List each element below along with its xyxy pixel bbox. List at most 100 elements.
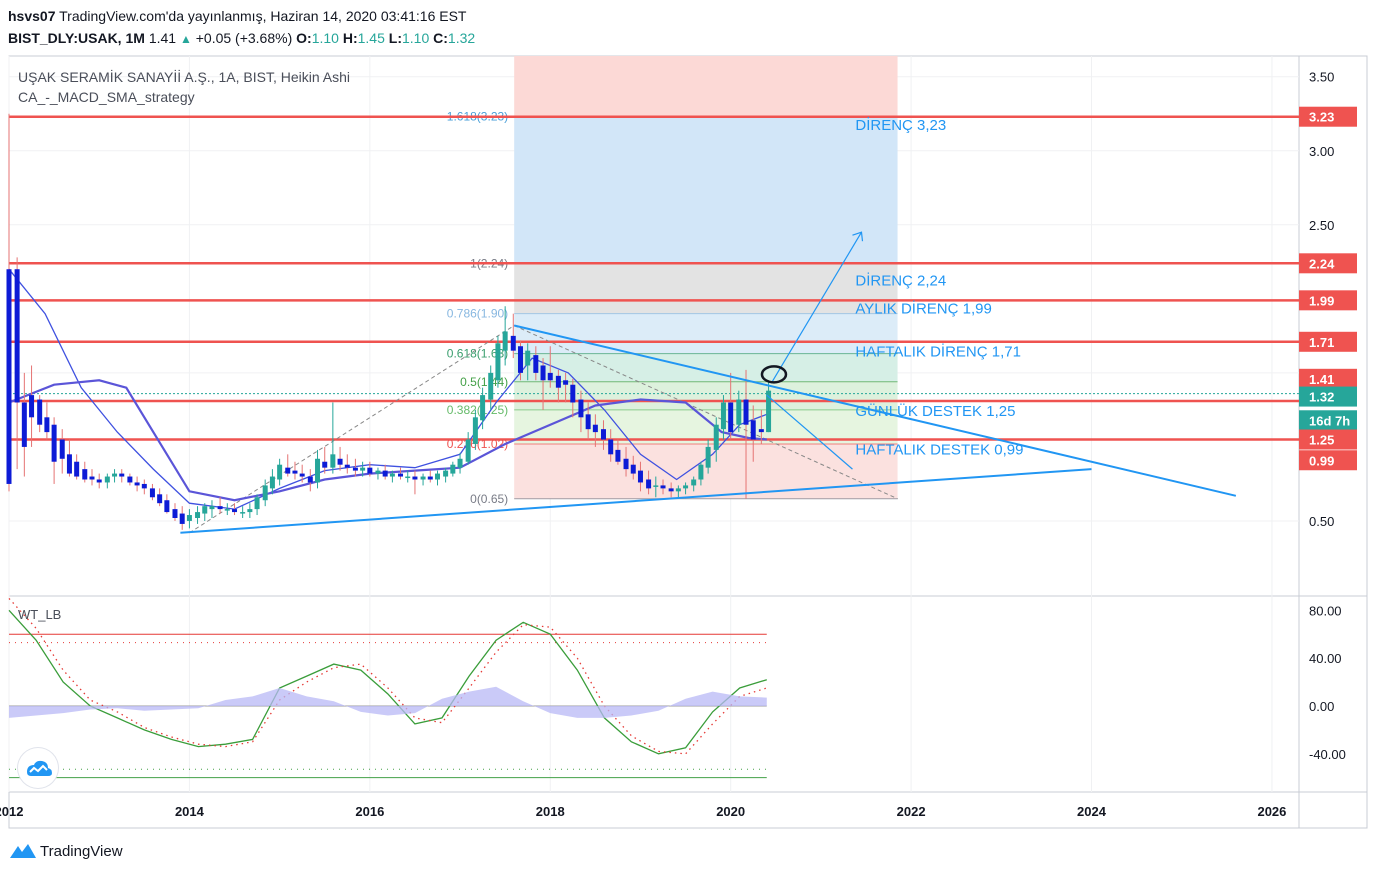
price-label-badge xyxy=(1299,429,1357,450)
price-label-text: 2.24 xyxy=(1309,256,1335,271)
candle-body xyxy=(247,509,253,513)
candle-body xyxy=(51,424,57,462)
candle-body xyxy=(254,497,260,510)
candle-body xyxy=(472,417,478,444)
trendline xyxy=(513,324,1237,497)
candle-body xyxy=(104,476,110,483)
time-tick-label: 2016 xyxy=(355,804,384,819)
price-change: +0.05 (+3.68%) xyxy=(195,30,293,46)
candle-body xyxy=(164,500,170,513)
publisher-name[interactable]: hsvs07 xyxy=(8,8,56,24)
candle-body xyxy=(21,402,27,447)
price-label-text: 1.25 xyxy=(1309,433,1334,448)
publish-text: TradingView.com'da yayınlanmış, Haziran … xyxy=(59,8,467,24)
tradingview-badge[interactable] xyxy=(18,748,58,788)
candle-body xyxy=(186,515,192,521)
tradingview-logo[interactable]: TradingView xyxy=(8,842,123,860)
candle-body xyxy=(382,470,388,477)
fib-level-label: 0.618(1.63) xyxy=(447,347,508,361)
candle-body xyxy=(217,506,223,510)
publish-info: hsvs07 TradingView.com'da yayınlanmış, H… xyxy=(8,8,466,24)
candle-body xyxy=(240,512,246,514)
projection-arrowhead xyxy=(852,231,864,242)
candle-body xyxy=(141,483,147,489)
candle-body xyxy=(344,464,350,468)
candle-body xyxy=(232,509,238,513)
candle-body xyxy=(427,476,433,480)
candle-body xyxy=(6,269,12,484)
price-tick-label: 0.50 xyxy=(1309,514,1334,529)
tradingview-brand: TradingView xyxy=(40,842,123,860)
candle-body xyxy=(389,473,395,477)
candle-body xyxy=(434,473,440,480)
candle-body xyxy=(653,485,659,487)
candle-body xyxy=(570,384,576,403)
candle-body xyxy=(578,399,584,418)
price-tick-label: 3.50 xyxy=(1309,70,1334,85)
candle-body xyxy=(89,476,95,480)
level-annotation: DİRENÇ 2,24 xyxy=(855,272,946,290)
price-label-text: 1.32 xyxy=(1309,390,1334,405)
candle-body xyxy=(691,479,697,486)
price-label-badge xyxy=(1299,253,1357,274)
candle-body xyxy=(728,402,734,433)
candle-body xyxy=(292,470,298,474)
candle-body xyxy=(450,464,456,474)
oscillator-tick-label: 40.00 xyxy=(1309,651,1342,666)
candle-body xyxy=(465,439,471,462)
oscillator-area-diff xyxy=(9,686,767,718)
tradingview-logo-icon xyxy=(10,844,36,858)
candle-body xyxy=(743,399,749,425)
low-label: L: xyxy=(388,30,402,46)
candle-body xyxy=(713,424,719,450)
candle-body xyxy=(555,375,561,388)
time-tick-label: 2022 xyxy=(897,804,926,819)
candle-body xyxy=(623,458,629,470)
candle-body xyxy=(533,355,539,373)
candle-body xyxy=(224,509,230,511)
price-tick-label: 3.00 xyxy=(1309,144,1334,159)
price-label-badge xyxy=(1299,410,1357,431)
price-label-text: 16d 7h xyxy=(1309,413,1350,428)
fib-zone xyxy=(514,313,898,354)
time-tick-label: 2024 xyxy=(1077,804,1107,819)
level-annotation: HAFTALIK DİRENÇ 1,71 xyxy=(855,343,1021,361)
fib-level-label: 0.786(1.90) xyxy=(447,307,508,321)
candle-body xyxy=(337,458,343,465)
candle-body xyxy=(127,476,133,483)
projection-arrow-down xyxy=(766,394,853,470)
candle-body xyxy=(517,346,523,373)
candle-body xyxy=(705,446,711,468)
candle-body xyxy=(59,439,65,459)
time-tick-label: 2026 xyxy=(1257,804,1286,819)
symbol-label: BIST_DLY:USAK, 1M xyxy=(8,30,145,46)
price-label-badge xyxy=(1299,331,1357,352)
fib-zone xyxy=(514,263,898,314)
open-label: O: xyxy=(296,30,312,46)
time-tick-label: 2020 xyxy=(716,804,745,819)
price-label-badge xyxy=(1299,106,1357,127)
candle-body xyxy=(367,467,373,474)
level-annotation: DİRENÇ 3,23 xyxy=(855,116,946,134)
candle-body xyxy=(322,461,328,468)
price-label-text: 3.23 xyxy=(1309,110,1334,125)
candle-body xyxy=(585,414,591,430)
candle-body xyxy=(149,488,155,498)
candle-body xyxy=(457,458,463,468)
candle-body xyxy=(285,467,291,474)
price-label-text: 1.99 xyxy=(1309,293,1334,308)
candle-body xyxy=(488,372,494,400)
candle-body xyxy=(37,399,43,425)
ma-fast-line xyxy=(8,268,768,510)
time-tick-label: 2014 xyxy=(175,804,205,819)
candle-body xyxy=(119,473,125,477)
candle-body xyxy=(698,464,704,480)
fib-zone xyxy=(514,116,898,264)
candle-body xyxy=(134,482,140,486)
candle-body xyxy=(600,429,606,440)
candle-body xyxy=(262,485,268,501)
candle-body xyxy=(615,449,621,462)
candle-body xyxy=(172,509,178,518)
candle-body xyxy=(592,424,598,433)
